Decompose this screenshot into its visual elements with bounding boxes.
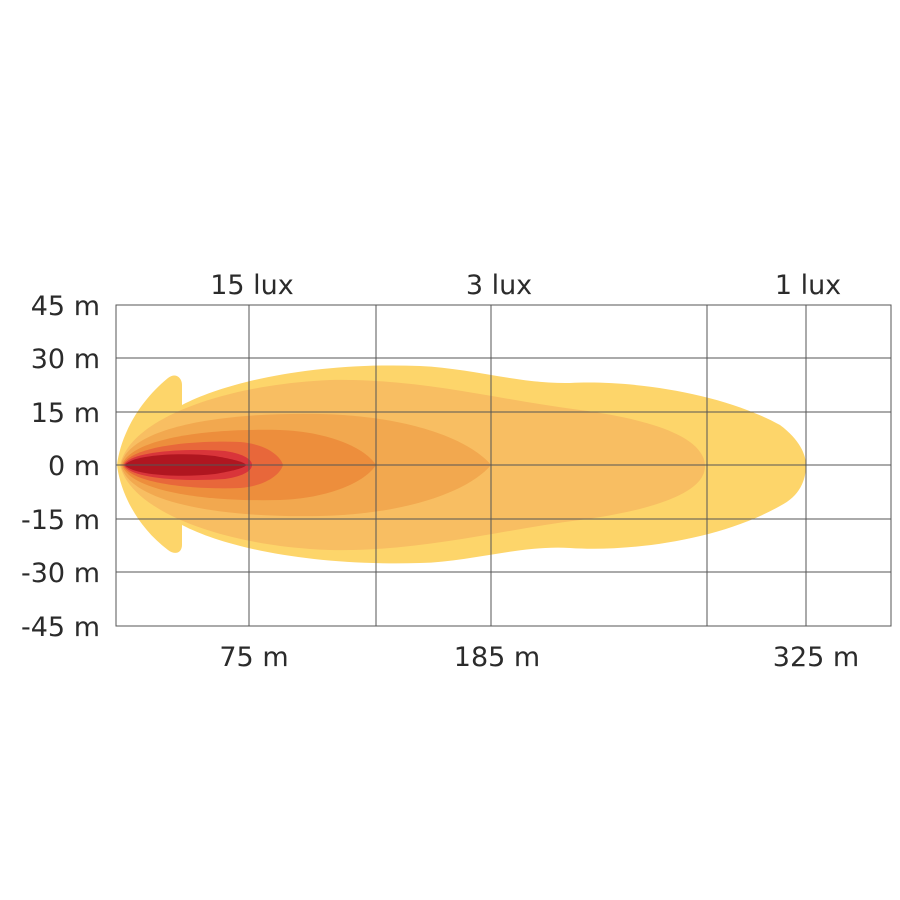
y-tick-label: 45 m [31, 291, 100, 322]
y-tick-label: -15 m [21, 505, 100, 536]
x-tick-label: 75 m [219, 642, 288, 673]
y-tick-label: -30 m [21, 558, 100, 589]
y-tick-label: -45 m [21, 612, 100, 643]
y-tick-label: 15 m [31, 398, 100, 429]
x-tick-label: 185 m [454, 642, 540, 673]
x-tick-label: 325 m [773, 642, 859, 673]
y-tick-label: 0 m [48, 451, 100, 482]
y-tick-label: 30 m [31, 344, 100, 375]
lux-label: 15 lux [210, 270, 294, 301]
beam-contours [117, 365, 806, 564]
lux-labels: 15 lux 3 lux 1 lux [210, 270, 841, 301]
lux-label: 3 lux [466, 270, 532, 301]
y-axis-labels: 45 m 30 m 15 m 0 m -15 m -30 m -45 m [21, 291, 100, 643]
x-axis-labels: 75 m 185 m 325 m [219, 642, 859, 673]
lux-label: 1 lux [775, 270, 841, 301]
grid [115, 304, 892, 627]
